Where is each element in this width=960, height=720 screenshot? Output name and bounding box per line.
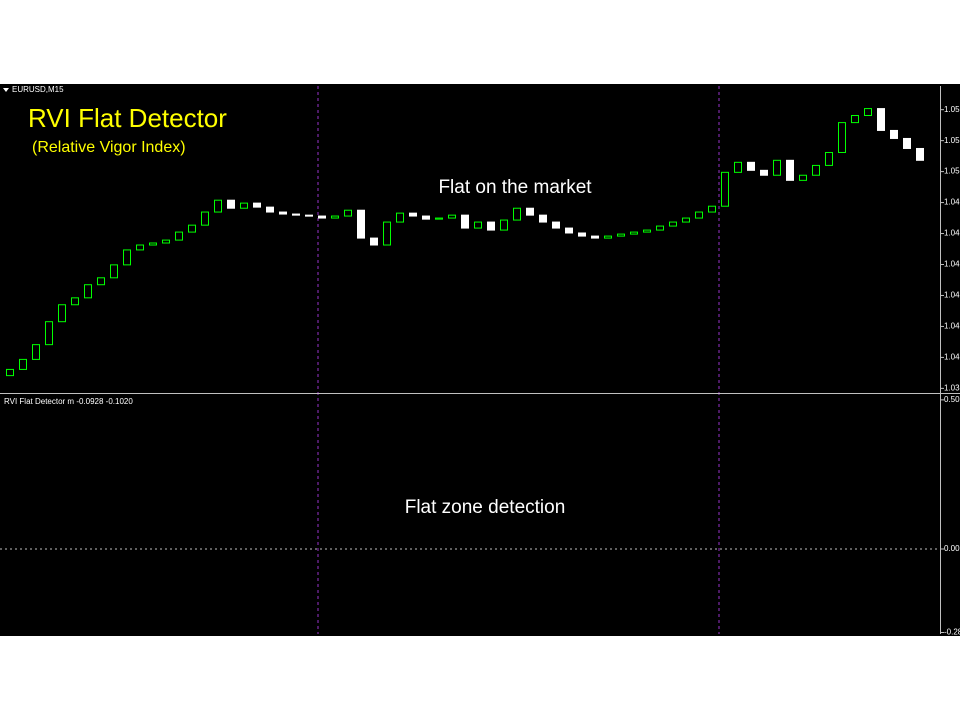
candle bbox=[747, 161, 755, 171]
candle bbox=[656, 225, 664, 231]
candle bbox=[552, 221, 560, 229]
y-tick-label: 1.04 bbox=[944, 291, 960, 300]
candle bbox=[461, 214, 469, 229]
candle bbox=[32, 344, 40, 360]
y-tick-label: 1.04 bbox=[944, 229, 960, 238]
candle bbox=[6, 368, 14, 377]
candle bbox=[71, 297, 79, 306]
y-tick-label: -0.28 bbox=[944, 628, 960, 637]
candle bbox=[565, 227, 573, 234]
y-tick-label: 1.05 bbox=[944, 105, 960, 114]
candle bbox=[903, 137, 911, 149]
y-tick-label: 1.04 bbox=[944, 198, 960, 207]
candle bbox=[513, 207, 521, 221]
candle bbox=[825, 151, 833, 166]
candle bbox=[916, 147, 924, 161]
candle bbox=[97, 277, 105, 286]
candle bbox=[162, 239, 170, 244]
candle bbox=[760, 169, 768, 176]
y-tick-label: 0.50 bbox=[944, 395, 960, 404]
y-tick-label: 1.05 bbox=[944, 136, 960, 145]
candle bbox=[45, 321, 53, 346]
candle bbox=[500, 219, 508, 231]
chart-subtitle: (Relative Vigor Index) bbox=[32, 139, 186, 156]
candle bbox=[773, 159, 781, 176]
candle bbox=[669, 221, 677, 227]
candle bbox=[357, 209, 365, 239]
candle bbox=[201, 211, 209, 226]
y-tick-label: 0.00 bbox=[944, 544, 960, 553]
candle bbox=[591, 235, 599, 239]
indicator-title: RVI Flat Detector m -0.0928 -0.1020 bbox=[4, 397, 133, 406]
candle bbox=[864, 108, 872, 117]
candle bbox=[474, 221, 482, 229]
candle bbox=[812, 164, 820, 176]
y-tick-label: 1.04 bbox=[944, 322, 960, 331]
y-tick-label: 1.05 bbox=[944, 167, 960, 176]
chart-title: RVI Flat Detector bbox=[28, 103, 227, 133]
candle bbox=[409, 212, 417, 217]
candle bbox=[890, 129, 898, 139]
candle bbox=[344, 209, 352, 217]
candle bbox=[396, 212, 404, 223]
candle bbox=[383, 221, 391, 246]
candle bbox=[435, 217, 443, 220]
candle bbox=[604, 235, 612, 239]
candle bbox=[175, 231, 183, 241]
candle bbox=[578, 232, 586, 237]
candle bbox=[370, 237, 378, 246]
y-tick-label: 1.04 bbox=[944, 353, 960, 362]
candle bbox=[526, 207, 534, 216]
candle bbox=[149, 242, 157, 246]
annotation: Flat zone detection bbox=[405, 497, 566, 518]
candle bbox=[110, 264, 118, 279]
symbol-label: EURUSD,M15 bbox=[12, 85, 64, 94]
candle bbox=[188, 224, 196, 233]
y-tick-label: 1.04 bbox=[944, 260, 960, 269]
candle bbox=[630, 231, 638, 235]
candle bbox=[123, 249, 131, 266]
annotation: Flat on the market bbox=[438, 177, 592, 198]
candle bbox=[539, 214, 547, 223]
candle bbox=[84, 284, 92, 299]
candle bbox=[617, 233, 625, 237]
candle bbox=[58, 304, 66, 323]
candle bbox=[19, 358, 27, 370]
candle bbox=[253, 202, 261, 208]
candle bbox=[487, 221, 495, 231]
candle bbox=[877, 108, 885, 131]
candle bbox=[851, 115, 859, 124]
candle bbox=[214, 199, 222, 213]
candle bbox=[799, 174, 807, 181]
candle bbox=[721, 171, 729, 207]
candle bbox=[318, 215, 326, 219]
candle bbox=[643, 229, 651, 233]
candle bbox=[266, 206, 274, 213]
candle bbox=[279, 211, 287, 215]
candle bbox=[136, 244, 144, 251]
candle bbox=[227, 199, 235, 209]
candle bbox=[695, 211, 703, 219]
y-tick-label: 1.03 bbox=[944, 383, 960, 392]
candle bbox=[422, 215, 430, 220]
candle bbox=[240, 202, 248, 209]
candle bbox=[331, 215, 339, 219]
candle bbox=[838, 122, 846, 153]
menu-arrow[interactable] bbox=[3, 88, 9, 92]
candle bbox=[786, 159, 794, 181]
candle bbox=[292, 213, 300, 216]
candle bbox=[708, 205, 716, 213]
candle bbox=[305, 214, 313, 217]
candle bbox=[448, 214, 456, 219]
candle bbox=[682, 217, 690, 223]
candle bbox=[734, 161, 742, 173]
